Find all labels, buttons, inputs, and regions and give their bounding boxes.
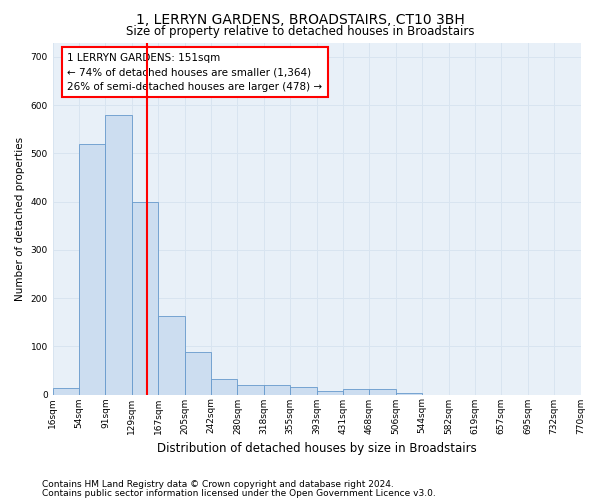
Bar bbox=[396, 393, 422, 394]
Bar bbox=[211, 378, 238, 394]
Bar bbox=[317, 390, 343, 394]
Text: Contains public sector information licensed under the Open Government Licence v3: Contains public sector information licen… bbox=[42, 488, 436, 498]
Y-axis label: Number of detached properties: Number of detached properties bbox=[15, 136, 25, 300]
Bar bbox=[238, 385, 264, 394]
Bar bbox=[53, 388, 79, 394]
Bar bbox=[185, 352, 211, 395]
Bar bbox=[343, 388, 370, 394]
Text: Size of property relative to detached houses in Broadstairs: Size of property relative to detached ho… bbox=[126, 25, 474, 38]
Bar bbox=[290, 388, 317, 394]
Text: 1 LERRYN GARDENS: 151sqm
← 74% of detached houses are smaller (1,364)
26% of sem: 1 LERRYN GARDENS: 151sqm ← 74% of detach… bbox=[67, 52, 322, 92]
Text: Contains HM Land Registry data © Crown copyright and database right 2024.: Contains HM Land Registry data © Crown c… bbox=[42, 480, 394, 489]
Bar bbox=[264, 385, 290, 394]
Bar bbox=[370, 388, 396, 394]
Bar bbox=[106, 115, 132, 394]
Bar bbox=[79, 144, 106, 395]
Text: 1, LERRYN GARDENS, BROADSTAIRS, CT10 3BH: 1, LERRYN GARDENS, BROADSTAIRS, CT10 3BH bbox=[136, 12, 464, 26]
Bar bbox=[132, 202, 158, 394]
X-axis label: Distribution of detached houses by size in Broadstairs: Distribution of detached houses by size … bbox=[157, 442, 476, 455]
Bar bbox=[158, 316, 185, 394]
